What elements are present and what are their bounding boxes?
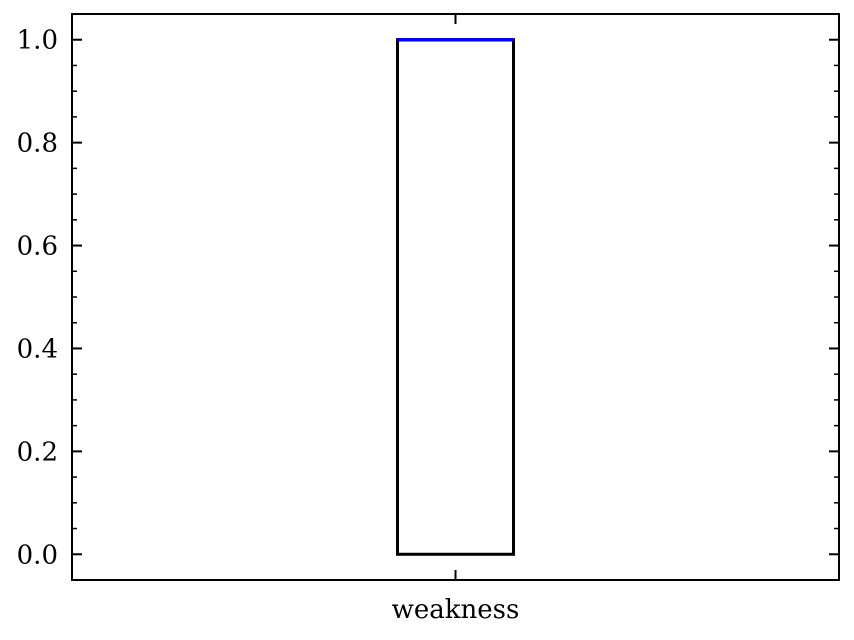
y-tick-label: 0.0 bbox=[17, 540, 58, 570]
x-tick-label: weakness bbox=[392, 595, 520, 625]
y-tick-label: 1.0 bbox=[17, 26, 58, 56]
y-tick-label: 0.4 bbox=[17, 334, 58, 364]
y-tick-label: 0.2 bbox=[17, 437, 58, 467]
x-axis-ticks: weakness bbox=[392, 14, 520, 625]
y-axis-ticks: 0.0 0.2 0.4 0.6 0.8 1.0 bbox=[17, 13, 839, 581]
plot-frame bbox=[71, 13, 840, 581]
box-body bbox=[396, 38, 515, 556]
y-tick-label: 0.8 bbox=[17, 129, 58, 159]
y-tick-label: 0.6 bbox=[17, 232, 58, 262]
boxes bbox=[396, 37, 515, 556]
